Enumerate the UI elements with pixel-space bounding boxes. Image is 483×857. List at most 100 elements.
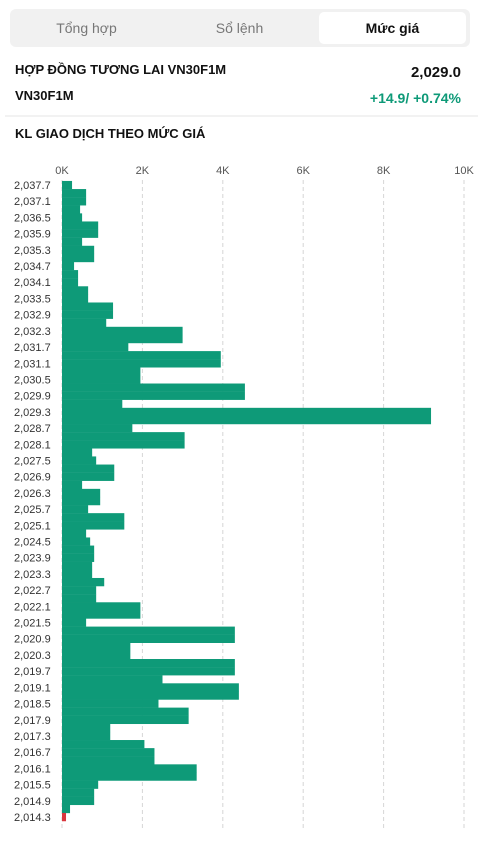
y-tick-label: 2,026.9 <box>14 472 51 484</box>
y-tick-label: 2,034.1 <box>14 277 51 289</box>
bar <box>62 197 87 206</box>
y-tick-label: 2,035.3 <box>14 245 51 257</box>
bar <box>62 407 432 417</box>
bar <box>62 326 183 336</box>
x-tick-label: 0K <box>55 165 69 177</box>
bar <box>62 731 111 741</box>
bar <box>62 367 141 376</box>
y-tick-label: 2,025.7 <box>14 504 51 516</box>
bar <box>62 634 235 643</box>
bar <box>62 602 141 611</box>
tab[interactable]: Mức giá <box>366 20 420 36</box>
symbol: VN30F1M <box>15 88 74 103</box>
y-tick-label: 2,016.1 <box>14 763 51 775</box>
y-tick-label: 2,037.1 <box>14 196 51 208</box>
bar <box>62 667 235 676</box>
x-tick-label: 6K <box>296 165 310 177</box>
bar <box>62 359 221 368</box>
y-tick-label: 2,016.7 <box>14 747 51 759</box>
bar <box>62 780 99 789</box>
y-tick-label: 2,032.3 <box>14 326 51 338</box>
bar <box>62 683 239 692</box>
y-tick-label: 2,014.9 <box>14 796 51 808</box>
price: 2,029.0 <box>411 64 461 81</box>
bar <box>62 310 114 319</box>
y-tick-label: 2,029.9 <box>14 391 51 403</box>
bar <box>62 594 97 603</box>
bar <box>62 723 111 733</box>
bar <box>62 278 79 287</box>
bar <box>62 375 141 384</box>
bar <box>62 626 235 635</box>
bar <box>62 740 145 749</box>
bar <box>62 464 115 473</box>
y-tick-label: 2,028.1 <box>14 439 51 451</box>
active-tab-bg <box>319 12 466 44</box>
y-tick-label: 2,022.7 <box>14 585 51 597</box>
bar <box>62 561 93 571</box>
bar <box>62 796 95 806</box>
bar <box>62 189 87 198</box>
change: +14.9/ +0.74% <box>370 90 462 106</box>
bar <box>62 707 189 716</box>
bar <box>62 642 131 652</box>
bar <box>62 537 91 546</box>
x-tick-label: 4K <box>216 165 230 177</box>
bar <box>62 545 95 554</box>
bar <box>62 213 83 222</box>
bar <box>62 334 183 344</box>
bar <box>62 205 81 214</box>
y-tick-label: 2,031.1 <box>14 358 51 370</box>
bar <box>62 318 107 327</box>
bar <box>62 415 432 425</box>
bar <box>62 521 125 530</box>
bar <box>62 772 197 781</box>
bar <box>62 261 75 271</box>
bar <box>62 764 197 773</box>
y-tick-label: 2,019.7 <box>14 666 51 678</box>
bar <box>62 715 189 725</box>
bar <box>62 577 105 587</box>
y-tick-label: 2,033.5 <box>14 293 51 305</box>
bar <box>62 343 129 352</box>
bar <box>62 245 95 255</box>
bar <box>62 569 93 579</box>
bar <box>62 302 114 311</box>
y-tick-label: 2,015.5 <box>14 780 51 792</box>
y-tick-label: 2,026.3 <box>14 488 51 500</box>
bar <box>62 618 87 627</box>
y-tick-label: 2,018.5 <box>14 699 51 711</box>
y-tick-label: 2,029.3 <box>14 407 51 419</box>
tab[interactable]: Sổ lệnh <box>216 20 263 36</box>
bar <box>62 448 93 457</box>
bar <box>62 424 133 433</box>
bar <box>62 650 131 660</box>
bar <box>62 529 87 538</box>
x-tick-label: 2K <box>136 165 150 177</box>
y-tick-label: 2,022.1 <box>14 601 51 613</box>
y-tick-label: 2,031.7 <box>14 342 51 354</box>
bar <box>62 294 89 303</box>
y-tick-label: 2,020.9 <box>14 634 51 646</box>
x-tick-label: 8K <box>377 165 391 177</box>
y-tick-label: 2,032.9 <box>14 310 51 322</box>
bar <box>62 472 115 481</box>
bar <box>62 270 79 279</box>
y-tick-label: 2,036.5 <box>14 212 51 224</box>
bar <box>62 505 89 514</box>
bar <box>62 432 185 441</box>
bar <box>62 351 221 360</box>
bar <box>62 440 185 449</box>
bar <box>62 253 95 263</box>
y-tick-label: 2,024.5 <box>14 537 51 549</box>
tab[interactable]: Tổng hợp <box>56 20 117 36</box>
y-tick-label: 2,034.7 <box>14 261 51 273</box>
y-tick-label: 2,017.3 <box>14 731 51 743</box>
bar <box>62 180 73 190</box>
contract-name: HỢP ĐỒNG TƯƠNG LAI VN30F1M <box>15 62 226 77</box>
bar <box>62 391 245 400</box>
bar <box>62 610 141 619</box>
bar <box>62 586 97 595</box>
